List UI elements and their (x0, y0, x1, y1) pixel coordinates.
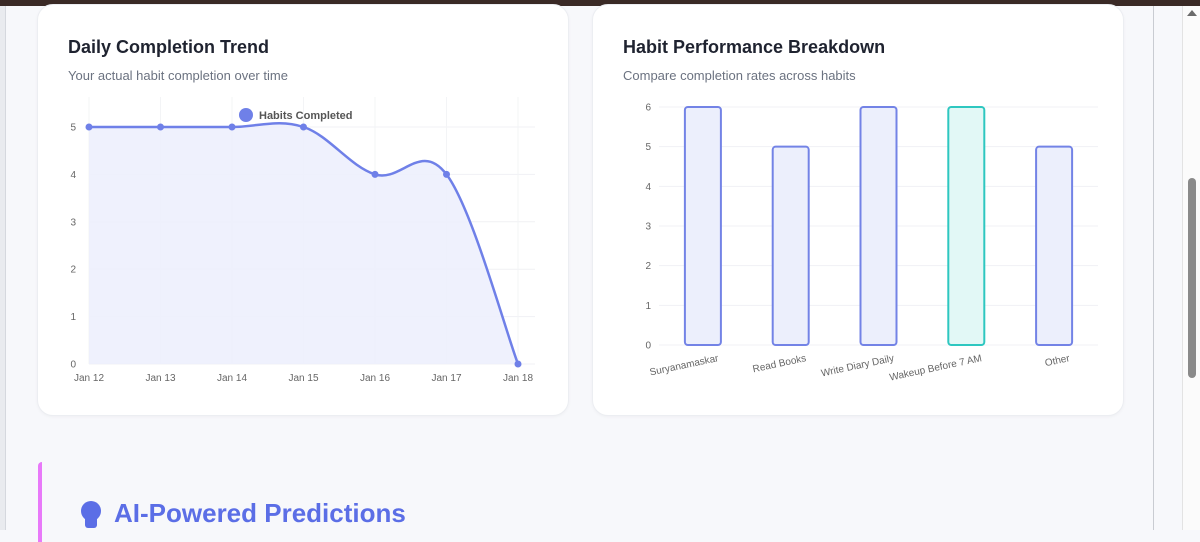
x-tick-label: Jan 17 (431, 373, 461, 384)
bar-write-diary-daily (859, 106, 898, 346)
x-tick-label: Read Books (752, 353, 808, 375)
y-tick-label: 5 (645, 142, 651, 153)
y-tick-label: 0 (645, 341, 651, 352)
x-tick-label: Jan 15 (288, 373, 318, 384)
card-title: Habit Performance Breakdown (623, 37, 886, 57)
y-tick-label: 4 (70, 170, 76, 181)
data-point (228, 123, 236, 131)
x-tick-label: Other (1044, 353, 1071, 369)
data-point (157, 123, 164, 131)
left-frame-border (0, 6, 6, 530)
card-subtitle: Compare completion rates across habits (623, 68, 856, 83)
right-frame-border (1153, 6, 1154, 530)
bar-read-books (771, 145, 810, 346)
y-tick-label: 5 (70, 123, 76, 134)
y-tick-label: 2 (645, 261, 651, 272)
card-subtitle: Your actual habit completion over time (68, 68, 288, 83)
scroll-up-arrow-icon[interactable] (1187, 10, 1197, 16)
y-tick-label: 1 (645, 301, 651, 312)
x-tick-label: Jan 14 (217, 373, 247, 384)
bar-wakeup-before-7-am (947, 106, 986, 346)
x-tick-label: Jan 18 (503, 373, 533, 384)
data-point (371, 170, 379, 178)
vertical-scrollbar[interactable] (1182, 6, 1200, 530)
x-tick-label: Jan 13 (145, 373, 175, 384)
legend-label: Habits Completed (259, 110, 353, 122)
data-point (514, 360, 522, 368)
series-area-fill (89, 123, 518, 364)
y-tick-label: 6 (645, 103, 651, 114)
y-tick-label: 1 (70, 312, 76, 323)
data-point (443, 170, 450, 178)
line-chart: 0 1 2 3 4 5 Jan 12 Jan 13 Jan 14 Jan 15 Jan 16 Jan … (70, 97, 535, 384)
data-point (300, 123, 307, 131)
data-point (85, 123, 93, 131)
habit-performance-breakdown-card: Habit Performance Breakdown Compare comp… (592, 4, 1124, 416)
y-tick-label: 0 (70, 360, 76, 371)
bar-chart: 0 1 2 3 4 5 6 Suryanamaskar Read Books Write Diar… (645, 103, 1098, 384)
section-accent-bar (38, 462, 42, 542)
window-top-bar (0, 0, 1200, 6)
series-line-habits-completed (89, 121, 520, 365)
legend-swatch (239, 108, 253, 122)
x-tick-label: Write Diary Daily (820, 353, 895, 379)
x-tick-label: Suryanamaskar (649, 353, 720, 378)
x-tick-label: Jan 16 (360, 373, 390, 384)
x-tick-label: Wakeup Before 7 AM (889, 353, 983, 383)
x-tick-label: Jan 12 (74, 373, 104, 384)
section-title: AI-Powered Predictions (114, 498, 406, 528)
ai-predictions-section: AI-Powered Predictions (38, 462, 1128, 542)
daily-completion-trend-card: Daily Completion Trend Your actual habit… (37, 4, 569, 416)
bar-other (1035, 145, 1074, 346)
scroll-thumb[interactable] (1188, 178, 1196, 378)
y-tick-label: 3 (70, 217, 76, 228)
card-title: Daily Completion Trend (68, 37, 270, 57)
y-tick-label: 4 (645, 182, 651, 193)
bar-suryanamaskar (683, 106, 722, 346)
y-tick-label: 2 (70, 265, 76, 276)
y-tick-label: 3 (645, 222, 651, 233)
brain-icon (81, 501, 101, 528)
